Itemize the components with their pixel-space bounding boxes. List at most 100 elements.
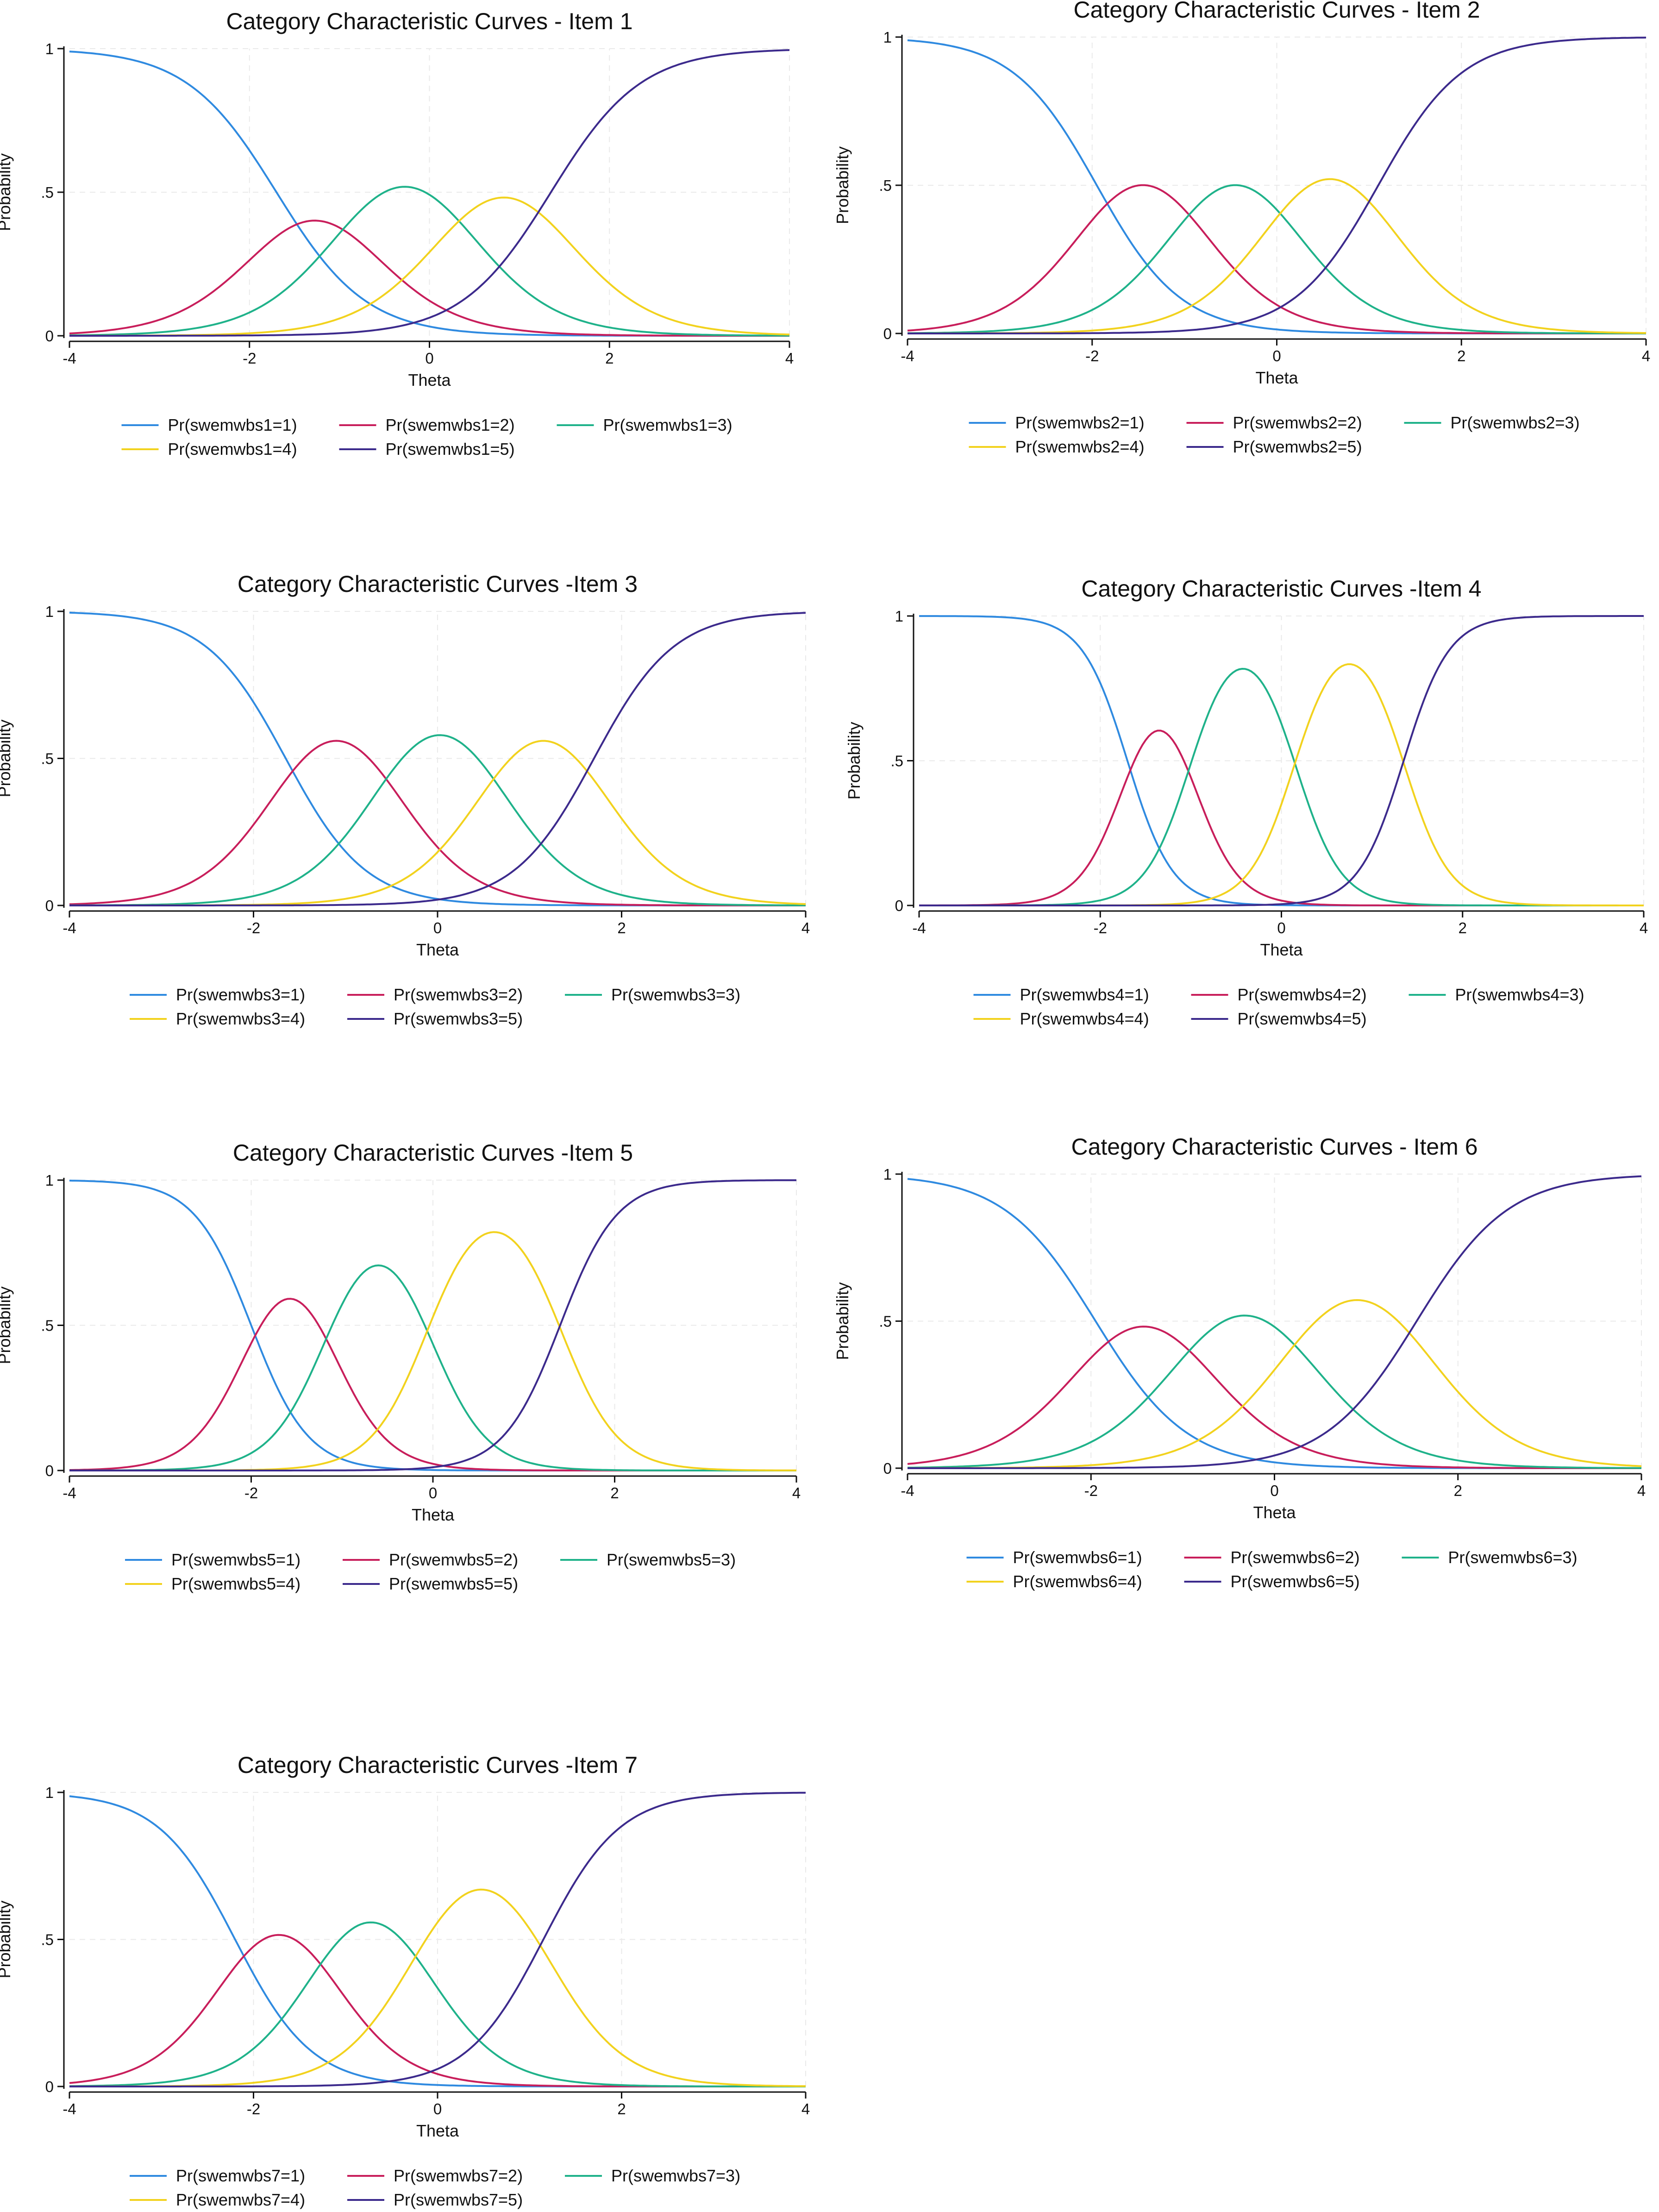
x-axis-label: Theta — [1260, 940, 1303, 959]
legend-label: Pr(swemwbs3=1) — [176, 985, 305, 1004]
y-axis-label: Probability — [0, 1900, 14, 1978]
y-tick-label: .5 — [879, 177, 892, 194]
legend-label: Pr(swemwbs3=5) — [394, 1009, 523, 1028]
legend-label: Pr(swemwbs6=1) — [1013, 1548, 1142, 1567]
y-tick-label: 0 — [895, 897, 903, 914]
series-line-2 — [907, 1326, 1641, 1469]
legend-label: Pr(swemwbs5=1) — [171, 1550, 300, 1569]
y-tick-label: 1 — [45, 40, 54, 57]
x-axis-label: Theta — [1253, 1503, 1296, 1522]
y-axis-label: Probability — [833, 146, 852, 224]
y-tick-label: .5 — [41, 1317, 54, 1334]
chart-panel-6: Category Characteristic Curves - Item 6 -… — [833, 1134, 1646, 1591]
legend-label: Pr(swemwbs4=1) — [1020, 985, 1149, 1004]
x-tick-label: -2 — [247, 919, 260, 936]
x-tick-label: -4 — [912, 919, 926, 936]
y-tick-label: 1 — [895, 608, 903, 625]
chart-panel-7: Category Characteristic Curves -Item 7 -4… — [0, 1752, 810, 2209]
legend-label: Pr(swemwbs6=5) — [1231, 1572, 1360, 1591]
chart-title: Category Characteristic Curves - Item 2 — [1073, 0, 1480, 23]
y-tick-label: .5 — [41, 1931, 54, 1948]
legend-label: Pr(swemwbs1=1) — [168, 415, 297, 434]
y-tick-label: .5 — [41, 184, 54, 201]
x-tick-label: 4 — [801, 919, 810, 936]
x-tick-label: -2 — [243, 350, 256, 367]
x-tick-label: 4 — [1640, 919, 1648, 936]
x-tick-label: -4 — [901, 1482, 914, 1499]
y-axis-label: Probability — [0, 153, 14, 231]
y-axis-label: Probability — [833, 1282, 852, 1360]
legend-label: Pr(swemwbs6=4) — [1013, 1572, 1142, 1591]
legend-label: Pr(swemwbs2=1) — [1015, 413, 1145, 432]
legend-label: Pr(swemwbs3=2) — [394, 985, 523, 1004]
legend-label: Pr(swemwbs7=1) — [176, 2166, 305, 2185]
legend-label: Pr(swemwbs1=5) — [386, 440, 515, 459]
x-axis-label: Theta — [408, 371, 451, 390]
x-tick-label: -2 — [244, 1484, 258, 1502]
x-tick-label: -4 — [63, 919, 76, 936]
x-tick-label: 2 — [1454, 1482, 1462, 1499]
legend-label: Pr(swemwbs4=4) — [1020, 1009, 1149, 1028]
x-tick-label: -2 — [1084, 1482, 1098, 1499]
series-line-5 — [69, 49, 790, 337]
chart-panel-4: Category Characteristic Curves -Item 4 -4… — [845, 576, 1648, 1028]
x-axis-label: Theta — [1255, 368, 1298, 387]
y-tick-label: 0 — [883, 325, 892, 342]
series-line-5 — [69, 1791, 806, 2087]
y-tick-label: 0 — [45, 1462, 54, 1479]
x-tick-label: 2 — [1459, 919, 1467, 936]
chart-title: Category Characteristic Curves - Item 6 — [1071, 1134, 1477, 1160]
x-tick-label: 2 — [605, 350, 614, 367]
y-axis-label: Probability — [0, 1286, 14, 1364]
y-tick-label: 1 — [45, 1172, 54, 1189]
x-tick-label: 0 — [1277, 919, 1285, 936]
chart-title: Category Characteristic Curves -Item 5 — [233, 1140, 633, 1166]
chart-title: Category Characteristic Curves -Item 3 — [238, 571, 638, 597]
x-tick-label: 2 — [610, 1484, 619, 1502]
y-tick-label: 0 — [883, 1460, 892, 1477]
series-line-5 — [919, 615, 1644, 906]
legend-label: Pr(swemwbs1=4) — [168, 440, 297, 459]
series-line-5 — [908, 1175, 1642, 1469]
x-tick-label: -2 — [1085, 347, 1099, 364]
x-tick-label: -4 — [901, 347, 914, 364]
x-axis-label: Theta — [416, 940, 459, 959]
y-tick-label: 1 — [45, 603, 54, 620]
x-tick-label: -2 — [247, 2100, 260, 2118]
x-axis-label: Theta — [412, 1505, 455, 1524]
series-line-3 — [908, 184, 1646, 334]
legend-label: Pr(swemwbs4=5) — [1238, 1009, 1367, 1028]
legend-label: Pr(swemwbs3=4) — [176, 1009, 305, 1028]
legend-label: Pr(swemwbs2=5) — [1233, 437, 1362, 456]
x-tick-label: 0 — [429, 1484, 437, 1502]
chart-panel-3: Category Characteristic Curves -Item 3 -4… — [0, 571, 810, 1028]
y-tick-label: .5 — [41, 750, 54, 767]
legend-label: Pr(swemwbs2=2) — [1233, 413, 1362, 432]
series-line-3 — [69, 734, 806, 906]
chart-title: Category Characteristic Curves - Item 1 — [226, 8, 632, 34]
legend-label: Pr(swemwbs2=3) — [1451, 413, 1580, 432]
legend-label: Pr(swemwbs1=2) — [386, 415, 515, 434]
chart-title: Category Characteristic Curves -Item 7 — [238, 1752, 638, 1778]
y-tick-label: 1 — [883, 29, 892, 46]
x-axis-label: Theta — [416, 2121, 459, 2140]
y-tick-label: 0 — [45, 897, 54, 914]
x-tick-label: 0 — [1270, 1482, 1278, 1499]
y-tick-label: .5 — [890, 753, 903, 770]
legend-label: Pr(swemwbs7=2) — [394, 2166, 523, 2185]
series-line-3 — [69, 186, 790, 337]
x-tick-label: 0 — [433, 2100, 442, 2118]
x-tick-label: 2 — [1457, 347, 1465, 364]
legend-label: Pr(swemwbs7=3) — [611, 2166, 740, 2185]
x-tick-label: 2 — [617, 919, 626, 936]
x-tick-label: 4 — [1637, 1482, 1646, 1499]
legend-label: Pr(swemwbs6=3) — [1448, 1548, 1578, 1567]
y-tick-label: .5 — [879, 1313, 892, 1330]
x-tick-label: -4 — [63, 350, 76, 367]
series-line-5 — [908, 37, 1646, 334]
legend-label: Pr(swemwbs4=2) — [1238, 985, 1367, 1004]
series-line-3 — [908, 1314, 1641, 1469]
legend-label: Pr(swemwbs7=4) — [176, 2190, 305, 2209]
x-tick-label: 4 — [801, 2100, 810, 2118]
x-tick-label: -4 — [63, 1484, 76, 1502]
